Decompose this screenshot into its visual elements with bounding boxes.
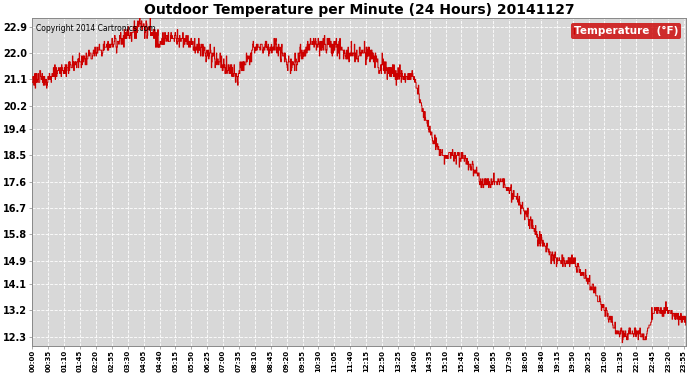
Title: Outdoor Temperature per Minute (24 Hours) 20141127: Outdoor Temperature per Minute (24 Hours…: [144, 3, 574, 17]
Text: Copyright 2014 Cartronics.com: Copyright 2014 Cartronics.com: [36, 24, 155, 33]
Legend: Temperature  (°F): Temperature (°F): [571, 23, 681, 39]
